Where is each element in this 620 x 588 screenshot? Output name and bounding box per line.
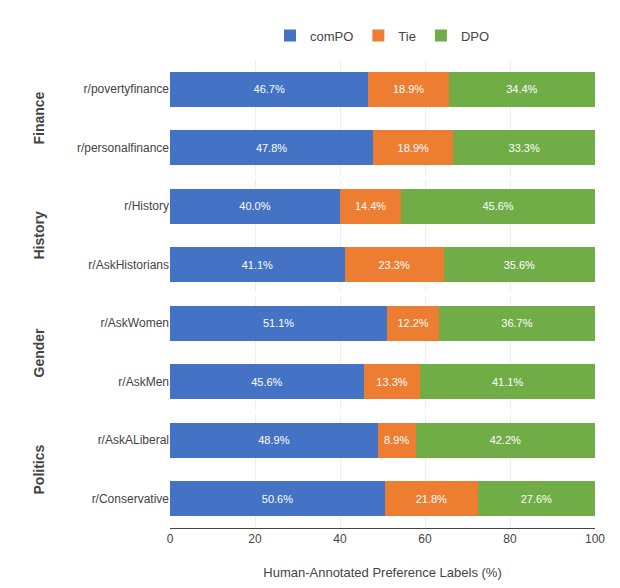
svg-text:41.1%: 41.1%: [492, 376, 523, 388]
svg-text:51.1%: 51.1%: [263, 317, 294, 329]
svg-text:23.3%: 23.3%: [378, 259, 409, 271]
svg-text:r/AskHistorians: r/AskHistorians: [88, 258, 169, 272]
svg-text:33.3%: 33.3%: [509, 142, 540, 154]
svg-text:48.9%: 48.9%: [258, 434, 289, 446]
svg-text:60: 60: [418, 532, 432, 546]
svg-text:r/Conservative: r/Conservative: [92, 492, 170, 506]
svg-text:Human-Annotated Preference Lab: Human-Annotated Preference Labels (%): [263, 565, 501, 580]
svg-text:13.3%: 13.3%: [376, 376, 407, 388]
svg-text:r/History: r/History: [124, 199, 169, 213]
svg-text:18.9%: 18.9%: [393, 83, 424, 95]
svg-text:Gender: Gender: [31, 328, 47, 378]
svg-text:0: 0: [167, 532, 174, 546]
svg-text:r/personalfinance: r/personalfinance: [77, 141, 169, 155]
svg-text:20: 20: [248, 532, 262, 546]
svg-text:12.2%: 12.2%: [397, 317, 428, 329]
svg-text:Finance: Finance: [31, 91, 47, 144]
svg-text:DPO: DPO: [461, 29, 489, 44]
svg-text:36.7%: 36.7%: [501, 317, 532, 329]
svg-text:21.8%: 21.8%: [416, 493, 447, 505]
svg-text:40: 40: [333, 532, 347, 546]
svg-text:45.6%: 45.6%: [251, 376, 282, 388]
svg-text:35.6%: 35.6%: [504, 259, 535, 271]
svg-text:47.8%: 47.8%: [256, 142, 287, 154]
svg-text:r/povertyfinance: r/povertyfinance: [84, 82, 170, 96]
svg-text:41.1%: 41.1%: [242, 259, 273, 271]
svg-text:27.6%: 27.6%: [521, 493, 552, 505]
svg-text:Tie: Tie: [398, 29, 416, 44]
svg-text:r/AskWomen: r/AskWomen: [101, 316, 169, 330]
svg-text:r/AskMen: r/AskMen: [118, 375, 169, 389]
svg-text:Politics: Politics: [31, 444, 47, 494]
svg-text:18.9%: 18.9%: [398, 142, 429, 154]
svg-text:42.2%: 42.2%: [490, 434, 521, 446]
svg-text:50.6%: 50.6%: [262, 493, 293, 505]
svg-text:100: 100: [585, 532, 605, 546]
svg-text:80: 80: [503, 532, 517, 546]
svg-text:46.7%: 46.7%: [254, 83, 285, 95]
svg-text:r/AskALiberal: r/AskALiberal: [98, 433, 169, 447]
svg-text:40.0%: 40.0%: [239, 200, 270, 212]
svg-text:34.4%: 34.4%: [506, 83, 537, 95]
svg-text:45.6%: 45.6%: [482, 200, 513, 212]
svg-text:14.4%: 14.4%: [355, 200, 386, 212]
svg-text:8.9%: 8.9%: [384, 434, 409, 446]
svg-text:History: History: [31, 211, 47, 259]
svg-text:comPO: comPO: [310, 29, 353, 44]
